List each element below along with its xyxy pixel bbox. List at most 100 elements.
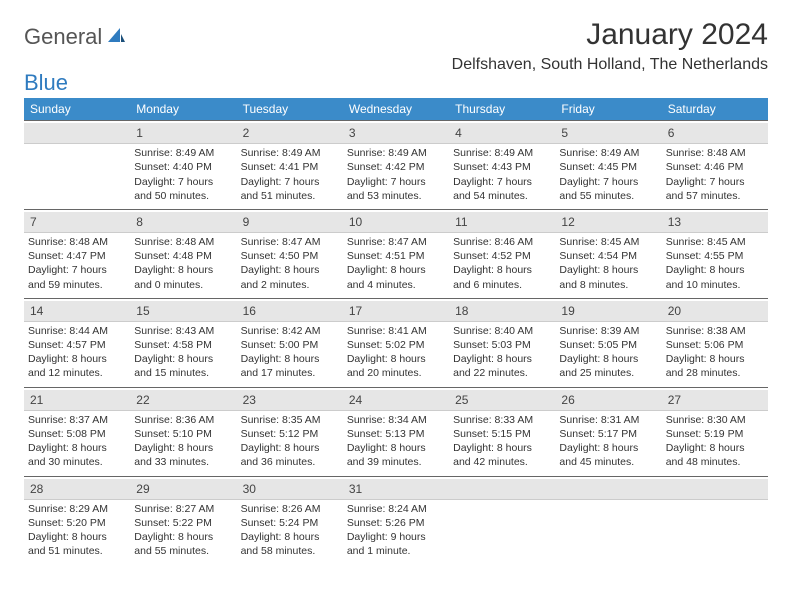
logo: General [24, 18, 128, 50]
sunset-text: Sunset: 5:13 PM [347, 427, 445, 441]
sunrise-text: Sunrise: 8:37 AM [28, 413, 126, 427]
sunset-text: Sunset: 4:46 PM [666, 160, 764, 174]
daylight-text: Daylight: 8 hours and 42 minutes. [453, 441, 551, 469]
day-number: 26 [555, 390, 661, 411]
day-number: 2 [237, 123, 343, 144]
day-number: 8 [130, 212, 236, 233]
day-number: 4 [449, 123, 555, 144]
daylight-text: Daylight: 8 hours and 12 minutes. [28, 352, 126, 380]
sunrise-text: Sunrise: 8:47 AM [241, 235, 339, 249]
sunset-text: Sunset: 5:24 PM [241, 516, 339, 530]
day-number: 31 [343, 479, 449, 500]
title-block: January 2024 Delfshaven, South Holland, … [452, 18, 768, 74]
sunset-text: Sunset: 5:17 PM [559, 427, 657, 441]
calendar-cell: 16Sunrise: 8:42 AMSunset: 5:00 PMDayligh… [237, 299, 343, 387]
calendar-cell: 30Sunrise: 8:26 AMSunset: 5:24 PMDayligh… [237, 477, 343, 565]
calendar-cell: 21Sunrise: 8:37 AMSunset: 5:08 PMDayligh… [24, 388, 130, 476]
calendar-cell: 11Sunrise: 8:46 AMSunset: 4:52 PMDayligh… [449, 210, 555, 298]
day-number: 6 [662, 123, 768, 144]
sunset-text: Sunset: 4:42 PM [347, 160, 445, 174]
sunset-text: Sunset: 4:50 PM [241, 249, 339, 263]
calendar-week: 21Sunrise: 8:37 AMSunset: 5:08 PMDayligh… [24, 387, 768, 476]
daylight-text: Daylight: 8 hours and 2 minutes. [241, 263, 339, 291]
calendar-cell [555, 477, 661, 565]
daylight-text: Daylight: 8 hours and 0 minutes. [134, 263, 232, 291]
daylight-text: Daylight: 9 hours and 1 minute. [347, 530, 445, 558]
sunrise-text: Sunrise: 8:48 AM [28, 235, 126, 249]
sunset-text: Sunset: 5:05 PM [559, 338, 657, 352]
day-number: 21 [24, 390, 130, 411]
sunrise-text: Sunrise: 8:47 AM [347, 235, 445, 249]
calendar-cell: 3 Sunrise: 8:49 AMSunset: 4:42 PMDaylight… [343, 121, 449, 209]
sunrise-text: Sunrise: 8:33 AM [453, 413, 551, 427]
calendar-cell: 2Sunrise: 8:49 AMSunset: 4:41 PMDaylight… [237, 121, 343, 209]
calendar-week: 1Sunrise: 8:49 AMSunset: 4:40 PMDaylight… [24, 120, 768, 209]
calendar-cell: 18Sunrise: 8:40 AMSunset: 5:03 PMDayligh… [449, 299, 555, 387]
sunset-text: Sunset: 4:55 PM [666, 249, 764, 263]
calendar-cell [24, 121, 130, 209]
daylight-text: Daylight: 8 hours and 33 minutes. [134, 441, 232, 469]
day-number: 16 [237, 301, 343, 322]
calendar-week: 14Sunrise: 8:44 AMSunset: 4:57 PMDayligh… [24, 298, 768, 387]
daylight-text: Daylight: 7 hours and 53 minutes. [347, 175, 445, 203]
calendar-cell: 15Sunrise: 8:43 AMSunset: 4:58 PMDayligh… [130, 299, 236, 387]
sunrise-text: Sunrise: 8:39 AM [559, 324, 657, 338]
daylight-text: Daylight: 8 hours and 58 minutes. [241, 530, 339, 558]
sunset-text: Sunset: 5:03 PM [453, 338, 551, 352]
day-number: 3 [343, 123, 449, 144]
daylight-text: Daylight: 7 hours and 54 minutes. [453, 175, 551, 203]
sunset-text: Sunset: 5:15 PM [453, 427, 551, 441]
daylight-text: Daylight: 8 hours and 28 minutes. [666, 352, 764, 380]
daylight-text: Daylight: 8 hours and 4 minutes. [347, 263, 445, 291]
day-number [555, 479, 661, 500]
calendar-cell: 1Sunrise: 8:49 AMSunset: 4:40 PMDaylight… [130, 121, 236, 209]
daylight-text: Daylight: 8 hours and 25 minutes. [559, 352, 657, 380]
sunset-text: Sunset: 4:43 PM [453, 160, 551, 174]
daylight-text: Daylight: 8 hours and 30 minutes. [28, 441, 126, 469]
daylight-text: Daylight: 7 hours and 51 minutes. [241, 175, 339, 203]
sunrise-text: Sunrise: 8:49 AM [559, 146, 657, 160]
calendar-cell: 20Sunrise: 8:38 AMSunset: 5:06 PMDayligh… [662, 299, 768, 387]
sunset-text: Sunset: 4:58 PM [134, 338, 232, 352]
calendar-cell: 17Sunrise: 8:41 AMSunset: 5:02 PMDayligh… [343, 299, 449, 387]
daylight-text: Daylight: 8 hours and 10 minutes. [666, 263, 764, 291]
sunrise-text: Sunrise: 8:38 AM [666, 324, 764, 338]
daylight-text: Daylight: 7 hours and 50 minutes. [134, 175, 232, 203]
sunrise-text: Sunrise: 8:29 AM [28, 502, 126, 516]
daylight-text: Daylight: 8 hours and 39 minutes. [347, 441, 445, 469]
day-number: 29 [130, 479, 236, 500]
day-number: 7 [24, 212, 130, 233]
calendar-cell: 4Sunrise: 8:49 AMSunset: 4:43 PMDaylight… [449, 121, 555, 209]
sunset-text: Sunset: 4:40 PM [134, 160, 232, 174]
sunset-text: Sunset: 5:12 PM [241, 427, 339, 441]
calendar-cell: 22Sunrise: 8:36 AMSunset: 5:10 PMDayligh… [130, 388, 236, 476]
daylight-text: Daylight: 8 hours and 45 minutes. [559, 441, 657, 469]
sunrise-text: Sunrise: 8:42 AM [241, 324, 339, 338]
sunset-text: Sunset: 4:47 PM [28, 249, 126, 263]
sunset-text: Sunset: 4:41 PM [241, 160, 339, 174]
calendar-cell: 29Sunrise: 8:27 AMSunset: 5:22 PMDayligh… [130, 477, 236, 565]
daylight-text: Daylight: 8 hours and 36 minutes. [241, 441, 339, 469]
daylight-text: Daylight: 8 hours and 22 minutes. [453, 352, 551, 380]
sunrise-text: Sunrise: 8:48 AM [666, 146, 764, 160]
calendar-cell: 6Sunrise: 8:48 AMSunset: 4:46 PMDaylight… [662, 121, 768, 209]
sunset-text: Sunset: 5:00 PM [241, 338, 339, 352]
sunrise-text: Sunrise: 8:34 AM [347, 413, 445, 427]
daylight-text: Daylight: 8 hours and 55 minutes. [134, 530, 232, 558]
sunrise-text: Sunrise: 8:49 AM [347, 146, 445, 160]
day-number: 23 [237, 390, 343, 411]
sunset-text: Sunset: 5:19 PM [666, 427, 764, 441]
day-number: 9 [237, 212, 343, 233]
day-number: 5 [555, 123, 661, 144]
sunrise-text: Sunrise: 8:31 AM [559, 413, 657, 427]
sunrise-text: Sunrise: 8:44 AM [28, 324, 126, 338]
calendar-cell: 7 Sunrise: 8:48 AMSunset: 4:47 PMDaylight… [24, 210, 130, 298]
day-number: 10 [343, 212, 449, 233]
sunrise-text: Sunrise: 8:43 AM [134, 324, 232, 338]
day-header: Saturday [662, 98, 768, 120]
day-header: Monday [130, 98, 236, 120]
sunrise-text: Sunrise: 8:30 AM [666, 413, 764, 427]
day-number: 15 [130, 301, 236, 322]
daylight-text: Daylight: 7 hours and 59 minutes. [28, 263, 126, 291]
day-header: Thursday [449, 98, 555, 120]
